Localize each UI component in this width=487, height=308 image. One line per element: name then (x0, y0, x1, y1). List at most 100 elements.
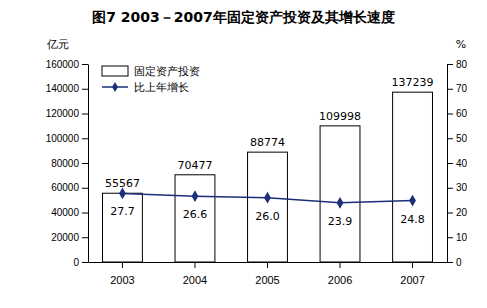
y2-tick-mark (447, 188, 453, 189)
y2-tick: 60 (447, 108, 468, 119)
y2-tick: 40 (447, 158, 468, 169)
y-tick: 140000 (46, 83, 88, 94)
title: 图7 2003－2007年固定资产投资及其增长速度 (92, 9, 395, 25)
y-axis-line (88, 65, 89, 263)
y-tick-mark (82, 188, 88, 189)
x-tick: 2007 (400, 262, 424, 286)
bar-label: 137239 (392, 76, 434, 89)
x-tick-label: 2005 (255, 274, 279, 286)
y-tick: 40000 (51, 207, 88, 218)
x-tick: 2003 (110, 262, 134, 286)
y2-tick-label: 0 (456, 257, 462, 268)
x-tick-label: 2006 (328, 274, 352, 286)
legend-marker (112, 82, 118, 92)
line-label: 26.6 (183, 208, 208, 221)
y-tick: 100000 (46, 133, 88, 144)
marker (409, 195, 416, 207)
y2-tick: 50 (447, 133, 468, 144)
chart: 图7 2003－2007年固定资产投资及其增长速度020000400006000… (0, 0, 487, 308)
y-tick: 160000 (46, 59, 88, 70)
y2-tick-label: 20 (456, 207, 468, 218)
y-axis-title: 亿元 (46, 38, 69, 51)
line-label: 26.0 (255, 210, 280, 223)
y-tick-label: 100000 (46, 133, 80, 144)
y-tick-mark (82, 89, 88, 90)
bar (320, 126, 360, 262)
y2-tick-mark (447, 163, 453, 164)
y2-tick-mark (447, 64, 453, 65)
line-label: 27.7 (110, 205, 135, 218)
legend: 固定资产投资比上年增长 (102, 65, 200, 94)
x-tick-label: 2007 (400, 274, 424, 286)
bar-label: 55567 (105, 177, 140, 190)
y2-tick: 80 (447, 59, 468, 70)
y2-tick-label: 10 (456, 232, 468, 243)
y-tick: 80000 (51, 158, 88, 169)
x-tick-label: 2004 (183, 274, 207, 286)
x-tick-mark (340, 262, 341, 268)
y-tick: 0 (73, 257, 88, 268)
y2-tick: 10 (447, 232, 468, 243)
marker (192, 190, 199, 202)
x-tick-mark (122, 262, 123, 268)
x-axis: 2003 2004 2005 2006 2007 (89, 262, 448, 286)
x-tick-mark (194, 262, 195, 268)
legend-label: 固定资产投资 (134, 65, 200, 78)
bar-label: 70477 (177, 159, 212, 172)
bar (175, 175, 215, 262)
bar (248, 152, 288, 262)
y-tick-label: 0 (73, 257, 79, 268)
legend-item: 比上年增长 (102, 81, 189, 94)
y-tick: 20000 (51, 232, 88, 243)
y-tick-mark (82, 237, 88, 238)
y2-tick: 70 (447, 83, 468, 94)
y2-axis-title: % (456, 38, 466, 51)
y-tick-mark (82, 163, 88, 164)
y2-tick-label: 60 (456, 108, 468, 119)
legend-swatch (102, 66, 128, 76)
x-tick: 2004 (183, 262, 207, 286)
y-tick-label: 20000 (51, 232, 79, 243)
data-labels: 55567704778877410999813723927.726.626.02… (105, 76, 434, 228)
y2-axis: 0 10 20 30 40 50 60 70 80 (447, 59, 468, 268)
y2-tick-mark (447, 138, 453, 139)
y-tick-mark (82, 64, 88, 65)
x-tick-label: 2003 (110, 274, 134, 286)
line-label: 24.8 (400, 213, 425, 226)
y2-tick-mark (447, 237, 453, 238)
marker (337, 197, 344, 209)
y-tick-label: 140000 (46, 83, 80, 94)
marker (264, 192, 271, 204)
legend-item: 固定资产投资 (102, 65, 200, 78)
y2-tick: 30 (447, 182, 468, 193)
y-tick-mark (82, 213, 88, 214)
plot-area (103, 92, 433, 262)
y2-tick: 20 (447, 207, 468, 218)
y-tick-mark (82, 114, 88, 115)
y2-tick-label: 80 (456, 59, 468, 70)
y2-tick-mark (447, 262, 453, 263)
y-tick-mark (82, 138, 88, 139)
y-axis: 0 20000 40000 60000 80000 100000 120000 140000 1… (46, 59, 89, 268)
x-tick-mark (412, 262, 413, 268)
y2-tick-label: 50 (456, 133, 468, 144)
y-tick: 60000 (51, 182, 88, 193)
y2-tick-mark (447, 213, 453, 214)
y2-tick-mark (447, 114, 453, 115)
y2-tick-mark (447, 89, 453, 90)
bar (393, 92, 433, 262)
legend-label: 比上年增长 (134, 81, 189, 94)
line-label: 23.9 (328, 215, 353, 228)
x-tick: 2005 (255, 262, 279, 286)
y-tick-label: 80000 (51, 158, 79, 169)
y2-tick-label: 30 (456, 182, 468, 193)
y-tick-label: 60000 (51, 182, 79, 193)
x-tick-mark (267, 262, 268, 268)
y-tick-mark (82, 262, 88, 263)
y-tick-label: 120000 (46, 108, 80, 119)
y-tick-label: 40000 (51, 207, 79, 218)
bar (103, 193, 143, 262)
y-tick-label: 160000 (46, 59, 80, 70)
y-tick: 120000 (46, 108, 88, 119)
bar-label: 109998 (319, 110, 361, 123)
